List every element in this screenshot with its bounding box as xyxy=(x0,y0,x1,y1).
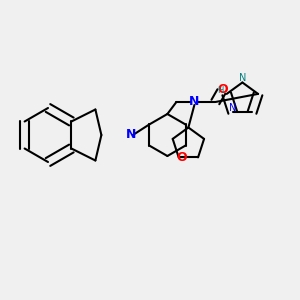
Text: O: O xyxy=(176,151,187,164)
Text: N: N xyxy=(189,95,200,109)
Text: N: N xyxy=(126,128,136,142)
Text: O: O xyxy=(218,83,228,97)
Text: H: H xyxy=(218,86,224,95)
Text: N: N xyxy=(239,73,246,83)
Text: N: N xyxy=(229,103,236,113)
